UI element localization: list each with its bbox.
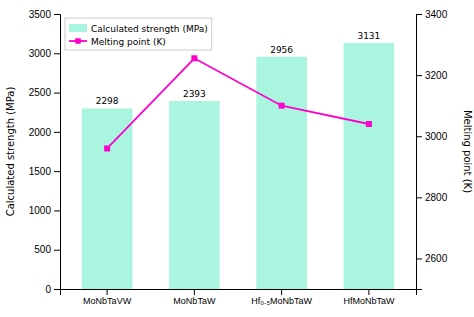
y-axis-title: Calculated strength (MPa) xyxy=(5,87,16,217)
tick-label: 2000 xyxy=(29,127,52,138)
line xyxy=(107,58,369,148)
tick-label: 3000 xyxy=(425,131,448,142)
tick: 3400 xyxy=(416,9,448,20)
legend-marker xyxy=(75,38,80,43)
tick-label: 2500 xyxy=(29,87,52,98)
tick-label: HfMoNbTaW xyxy=(343,296,395,306)
tick: Hf₀.₅MoNbTaW xyxy=(251,289,312,306)
tick-label: 2600 xyxy=(425,253,448,264)
tick-label: 3000 xyxy=(29,48,52,59)
legend-item: Melting point (K) xyxy=(69,37,166,47)
tick-label: Hf₀.₅MoNbTaW xyxy=(251,296,312,306)
tick: 2600 xyxy=(416,253,448,264)
data-label: 2956 xyxy=(270,45,293,55)
y2-axis: 2600 2800 3000 3200 3400 xyxy=(416,9,448,290)
tick: 0 xyxy=(45,284,60,295)
bar xyxy=(256,57,307,289)
tick-mark xyxy=(281,289,282,295)
plot: MoNbTaVW MoNbTaW Hf₀.₅MoNbTaW HfMoNbTaW 0 500… xyxy=(5,9,473,307)
tick: HfMoNbTaW xyxy=(343,289,395,306)
tick-label: 3200 xyxy=(425,70,448,81)
chart: MoNbTaVW MoNbTaW Hf₀.₅MoNbTaW HfMoNbTaW 0 500… xyxy=(0,0,474,317)
tick-label: 2800 xyxy=(425,192,448,203)
tick: 500 xyxy=(34,244,60,255)
tick-mark xyxy=(416,258,422,259)
tick: 3000 xyxy=(29,48,60,59)
tick-mark xyxy=(194,289,195,295)
tick-mark xyxy=(54,132,60,133)
tick: 3200 xyxy=(416,70,448,81)
tick-mark xyxy=(54,93,60,94)
tick-mark xyxy=(416,14,422,15)
tick-label: 3400 xyxy=(425,9,448,20)
tick: 1500 xyxy=(29,166,60,177)
axis-line xyxy=(54,15,61,290)
tick-label: MoNbTaVW xyxy=(83,296,132,306)
axis-line xyxy=(61,290,417,296)
legend-swatch xyxy=(69,24,87,32)
tick-mark xyxy=(54,171,60,172)
marker xyxy=(366,121,372,127)
tick-mark xyxy=(54,210,60,211)
tick-mark xyxy=(368,289,369,295)
bar xyxy=(169,101,220,289)
marker xyxy=(104,145,110,151)
legend-box xyxy=(65,18,212,50)
bar xyxy=(344,43,395,289)
marks xyxy=(82,43,394,289)
tick-mark xyxy=(54,53,60,54)
marker xyxy=(279,103,285,109)
tick-label: 1500 xyxy=(29,166,52,177)
tick-mark xyxy=(54,289,60,290)
data-label: 3131 xyxy=(357,31,380,41)
legend-label: Calculated strength (MPa) xyxy=(91,24,208,34)
tick-mark xyxy=(107,289,108,295)
bar xyxy=(82,108,133,289)
tick: 3000 xyxy=(416,131,448,142)
axis-line xyxy=(417,15,423,290)
tick-label: 3500 xyxy=(29,9,52,20)
tick: MoNbTaW xyxy=(173,289,216,306)
data-label: 2298 xyxy=(96,96,119,106)
legend: Calculated strength (MPa) Melting point (… xyxy=(65,18,212,50)
x-axis: MoNbTaVW MoNbTaW Hf₀.₅MoNbTaW HfMoNbTaW xyxy=(61,289,417,306)
tick-mark xyxy=(416,75,422,76)
tick-mark xyxy=(416,136,422,137)
data-label: 2393 xyxy=(183,89,206,99)
tick: 2800 xyxy=(416,192,448,203)
tick: 2000 xyxy=(29,127,60,138)
tick: 2500 xyxy=(29,87,60,98)
tick: 3500 xyxy=(29,9,60,20)
y-axis: 0 500 1000 1500 2000 2500 3000 3500 xyxy=(29,9,61,295)
tick-mark xyxy=(54,250,60,251)
legend-label: Melting point (K) xyxy=(91,37,166,47)
marker xyxy=(191,55,197,61)
legend-item: Calculated strength (MPa) xyxy=(69,24,208,34)
tick: MoNbTaVW xyxy=(83,289,132,306)
tick-label: 0 xyxy=(45,284,51,295)
tick-label: 500 xyxy=(34,244,51,255)
y2-axis-title: Melting point (K) xyxy=(462,110,473,193)
tick-label: MoNbTaW xyxy=(173,296,216,306)
tick-mark xyxy=(54,14,60,15)
tick-label: 1000 xyxy=(29,205,52,216)
tick: 1000 xyxy=(29,205,60,216)
tick-mark xyxy=(416,197,422,198)
